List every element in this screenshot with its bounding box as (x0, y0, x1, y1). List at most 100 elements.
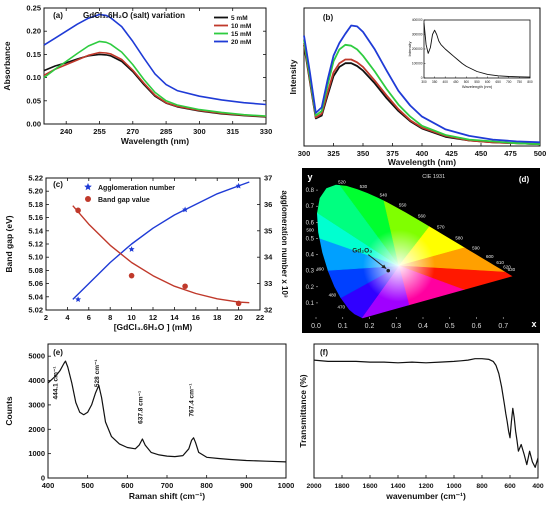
inset-x-tick-label: 750 (517, 80, 523, 84)
inset-x-tick-label: 650 (496, 80, 502, 84)
panel-c: 2 4 6 8 10 12 14 16 18 20 22 5.02 5.04 5.06 5.08 5.10 5.… (4, 174, 289, 333)
data-point-star (75, 296, 82, 302)
wavelength-label: 630 (508, 267, 516, 272)
y-tick-label: 5.10 (28, 253, 43, 262)
plot-frame (43, 7, 267, 125)
y-tick-label: 0.15 (26, 50, 41, 59)
inset-x-tick-label: 350 (432, 80, 438, 84)
x-tick-label: 350 (357, 149, 370, 158)
data-point-circle (75, 207, 81, 214)
x-tick-label: 0.0 (311, 323, 321, 330)
y-tick-label: 5000 (28, 352, 45, 361)
data-point-star (235, 182, 242, 189)
wavelength-label: 470 (337, 305, 345, 310)
x-tick-label: 4 (65, 313, 70, 322)
wavelength-label: 520 (338, 180, 346, 185)
data-point-star (182, 206, 189, 213)
inset: 300 350 400 450 500 550 600 650 700 750 800 0 100000… (407, 18, 533, 89)
y-tick-label: 0.00 (26, 120, 41, 129)
series-line-15-mm (43, 40, 267, 117)
panel-d: 0.0 0.1 0.2 0.3 0.4 0.5 0.6 0.7 0.1 0.2 0.3 0.4 0.5 0… (302, 168, 540, 333)
y2-tick-label: 32 (264, 306, 272, 315)
x-tick-label: 16 (192, 313, 200, 322)
y2-tick-label: 33 (264, 279, 272, 288)
y-axis-label: Band gap (eV) (4, 215, 14, 272)
legend-entry: 15 mM (231, 31, 251, 38)
wavelength-label: 560 (418, 213, 426, 218)
x-tick-label: 0.6 (472, 323, 482, 330)
inset-y-tick-label: 300000 (412, 33, 423, 37)
x-tick-label: 400 (416, 149, 429, 158)
y-tick-label: 3000 (28, 400, 45, 409)
y-tick-label: 0.05 (26, 96, 41, 105)
x-tick-label: 2000 (306, 483, 321, 490)
y-tick-label: 0.7 (306, 204, 315, 210)
y-tick-label: 0.6 (306, 220, 315, 226)
chart-title: GdCl₃.6H₂O (salt) variation (83, 11, 185, 20)
gd2o3-arrowhead (381, 264, 387, 269)
legend-entry: Agglomeration number (98, 185, 175, 192)
x-tick-label: 300 (298, 149, 311, 158)
inset-series-line (423, 22, 531, 78)
inset-x-tick-label: 500 (464, 80, 470, 84)
x-axis-label: Wavelength (nm) (121, 136, 189, 146)
peak-annotation: 444.1 cm⁻¹ (52, 366, 59, 399)
x-tick-label: 285 (160, 127, 173, 136)
panel-label: (c) (53, 180, 63, 189)
x-tick-label: 20 (234, 313, 242, 322)
panel-label: (a) (53, 11, 63, 20)
x-tick-label: 500 (81, 481, 94, 490)
y-tick-label: 0.5 (306, 236, 315, 242)
x-axis-label: Raman shift (cm⁻¹) (129, 491, 205, 501)
gd2o3-point (386, 268, 391, 273)
wavelength-label: 570 (437, 225, 445, 230)
x-axis-label: wavenumber (cm⁻¹) (385, 491, 466, 501)
chart-title: CIE 1931 (422, 174, 445, 180)
series-line-20-mm (303, 24, 541, 144)
y-axis-label: Counts (4, 396, 14, 426)
x-tick-label: 1800 (334, 483, 349, 490)
y-axis-label: y (307, 172, 312, 182)
data-point-circle (128, 272, 135, 279)
y-tick-label: 0.20 (26, 27, 41, 36)
inset-x-tick-label: 450 (453, 80, 459, 84)
y-tick-label: 0.4 (306, 253, 315, 259)
ftir-spectrum-line (313, 358, 539, 468)
x-tick-label: 270 (127, 127, 140, 136)
y-tick-label: 0.2 (306, 285, 315, 291)
x-tick-label: 0.5 (445, 323, 455, 330)
y-tick-label: 0.25 (26, 4, 41, 13)
inset-y-axis-label: Intensity (407, 42, 412, 57)
x-tick-label: 1600 (362, 483, 377, 490)
data-point-circle (235, 300, 242, 307)
wavelength-label: 490 (316, 266, 324, 271)
cie-hue-wedge (317, 184, 400, 267)
panel-e: 400 500 600 700 800 900 1000 0 1000 2000 3000 4000 5… (4, 343, 294, 501)
series-line-20-mm (43, 13, 267, 106)
x-tick-label: 900 (240, 481, 253, 490)
inset-y-tick-label: 400000 (412, 18, 423, 22)
x-tick-label: 0.7 (498, 323, 508, 330)
x-axis-label: x (531, 319, 536, 329)
y2-tick-label: 35 (264, 226, 272, 235)
series-line-10-mm (43, 51, 267, 118)
x-tick-label: 0.1 (338, 323, 348, 330)
x-tick-label: 400 (42, 481, 55, 490)
x-tick-label: 425 (445, 149, 458, 158)
legend-entry: 10 mM (231, 23, 251, 30)
y-tick-label: 0.8 (306, 188, 315, 194)
x-axis-label: Wavelength (nm) (388, 157, 456, 167)
inset-frame (423, 19, 531, 79)
fit-line-star (72, 181, 250, 300)
y-tick-label: 0.1 (306, 301, 315, 307)
wavelength-label: 610 (496, 260, 504, 265)
x-tick-label: 1000 (446, 483, 461, 490)
y-tick-label: 1000 (28, 449, 45, 458)
inset-x-tick-label: 300 (421, 80, 427, 84)
x-tick-label: 10 (127, 313, 135, 322)
y2-axis-label: agglomeration number x 10³ (280, 190, 289, 297)
data-point-circle (182, 283, 188, 290)
x-tick-label: 315 (226, 127, 239, 136)
x-tick-label: 450 (475, 149, 488, 158)
